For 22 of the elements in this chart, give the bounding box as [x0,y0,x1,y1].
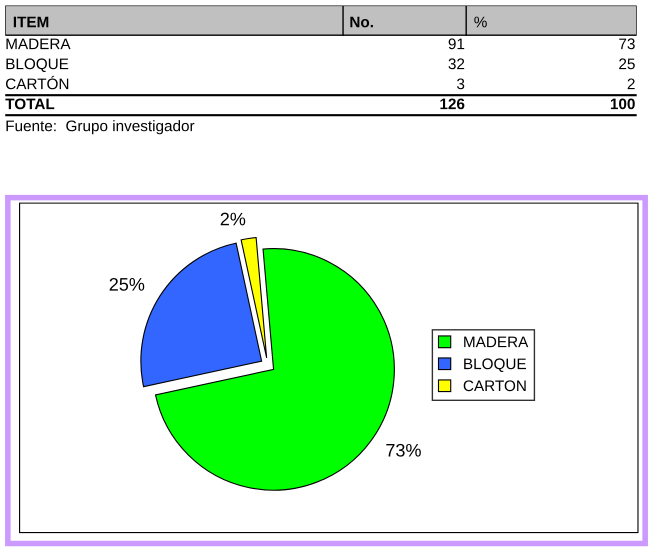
legend-label: % [474,16,487,28]
data-label: 32 [448,58,464,70]
data-label: 126 [440,98,464,110]
category-label: MADERA [6,38,71,50]
source-note: Fuente: Grupo investigador [6,120,194,134]
data-label: 73 [619,38,635,50]
data-label: 3 [457,78,464,90]
data-label: 25 [619,58,635,70]
data-label: 2 [628,78,635,90]
text: ITEM [14,16,48,28]
data-label: 2% [220,212,246,226]
legend-label: BLOQUE [464,358,526,372]
category-label: CARTÓN [6,76,68,90]
legend-label: CARTON [464,380,526,392]
data-label: 73% [386,444,421,457]
category-label: TOTAL [5,98,54,110]
data-label: 25% [110,278,144,291]
data-label: 100 [610,98,635,110]
legend-label: No. [350,16,373,28]
legend-label: MADERA [464,336,528,348]
category-label: BLOQUE [6,58,68,72]
data-label: 91 [448,38,464,50]
